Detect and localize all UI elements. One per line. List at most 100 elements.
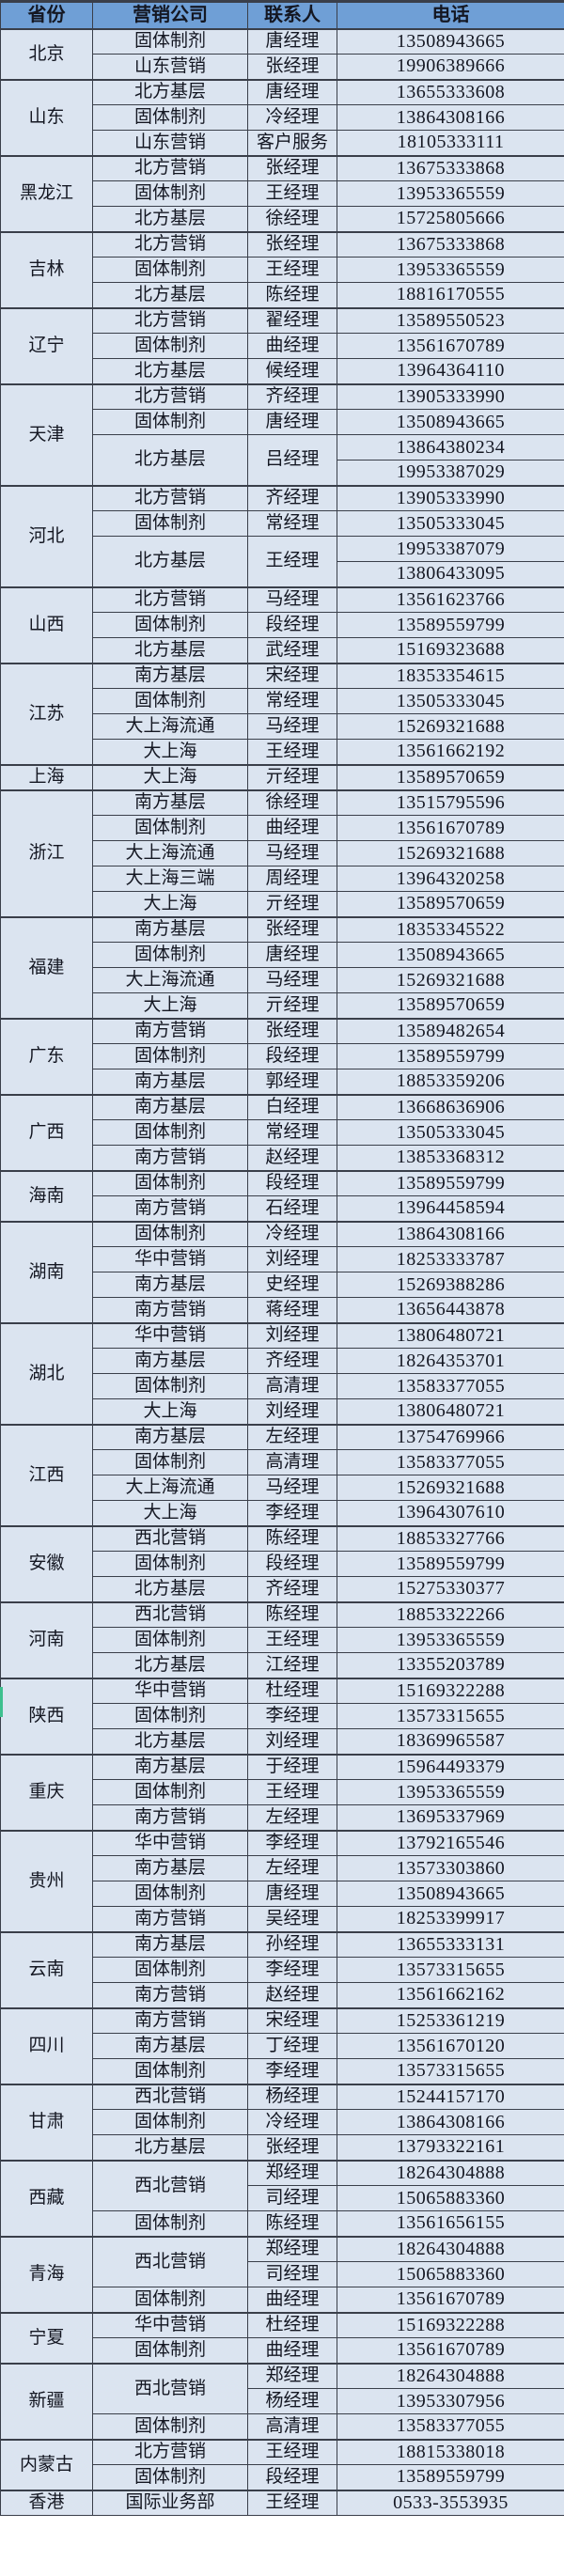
phone-cell: 18853359206 xyxy=(337,1069,564,1095)
company-cell: 大上海 xyxy=(92,739,248,765)
table-row: 江西 南方基层 左经理 13754769966 xyxy=(0,1423,564,1526)
phone-cell: 13561662162 xyxy=(337,1982,564,2008)
contact-cell: 李经理 xyxy=(247,1703,337,1729)
phone-cell: 15269321688 xyxy=(337,713,564,740)
table-row: 青海 西北营销 郑经理 18264304888 xyxy=(0,2235,564,2313)
phone-cell: 15725805666 xyxy=(337,206,564,232)
company-cell: 南方营销 xyxy=(92,1195,248,1222)
contact-cell: 丁经理 xyxy=(247,2033,337,2059)
table-row: 北京 固体制剂 唐经理 13508943665 xyxy=(0,28,564,80)
phone-cell: 13561670789 xyxy=(337,2337,564,2364)
table-row: 河南 西北营销 陈经理 18853322266 xyxy=(0,1600,564,1678)
table-row: 北方基层 徐经理 15725805666 xyxy=(1,206,564,232)
company-cell: 北方基层 xyxy=(92,1652,248,1678)
company-cell: 南方营销 xyxy=(92,1906,248,1932)
company-cell: 北方营销 xyxy=(92,154,248,181)
table-row: 杨经理 13953307956 xyxy=(1,2388,564,2414)
phone-cell: 13508943665 xyxy=(337,28,564,55)
contact-cell: 赵经理 xyxy=(247,1145,337,1171)
company-cell: 西北营销 xyxy=(92,1600,248,1628)
company-cell: 南方营销 xyxy=(92,1017,248,1044)
contact-cell: 郑经理 xyxy=(247,2159,337,2186)
table-row: 山西 北方营销 马经理 13561623766 xyxy=(0,585,564,664)
phone-cell: 13864308166 xyxy=(337,104,564,131)
province-cell: 西藏 xyxy=(0,2159,93,2237)
contact-cell: 冷经理 xyxy=(247,2109,337,2135)
phone-cell: 13589550523 xyxy=(337,306,564,334)
company-cell: 固体制剂 xyxy=(92,28,248,55)
contact-cell: 唐经理 xyxy=(247,28,337,55)
left-edge-green-artifact xyxy=(0,1687,3,1717)
company-cell: 固体制剂 xyxy=(92,1881,248,1907)
company-cell: 南方营销 xyxy=(92,1804,248,1831)
company-cell: 西北营销 xyxy=(92,2083,248,2110)
company-cell: 北方基层 xyxy=(92,358,248,384)
table-row: 固体制剂 冷经理 13864308166 xyxy=(1,104,564,131)
company-cell: 固体制剂 xyxy=(92,1220,248,1247)
phone-cell: 13655333131 xyxy=(337,1930,564,1958)
phone-cell: 13589570659 xyxy=(337,992,564,1019)
phone-cell: 18105333111 xyxy=(337,130,564,156)
contact-cell: 高清理 xyxy=(247,1449,337,1475)
phone-cell: 13953365559 xyxy=(337,180,564,207)
company-cell: 南方基层 xyxy=(92,1093,248,1120)
company-cell: 固体制剂 xyxy=(92,104,248,131)
phone-cell: 15269388286 xyxy=(337,1272,564,1298)
company-cell: 华中营销 xyxy=(92,1321,248,1349)
table-row: 重庆 南方基层 于经理 15964493379 xyxy=(0,1753,564,1831)
company-cell: 固体制剂 xyxy=(92,688,248,714)
contact-cell: 曲经理 xyxy=(247,2287,337,2313)
company-cell: 北方营销 xyxy=(92,230,248,258)
province-cell: 辽宁 xyxy=(0,306,93,384)
contact-cell: 翟经理 xyxy=(247,306,337,334)
table-row: 固体制剂 段经理 13589559799 xyxy=(1,612,564,638)
phone-cell: 13508943665 xyxy=(337,409,564,435)
table-row: 宁夏 华中营销 杜经理 15169322288 xyxy=(0,2311,564,2364)
table-row: 固体制剂 王经理 13953365559 xyxy=(1,1627,564,1653)
table-row: 北方基层 陈经理 18816170555 xyxy=(1,282,564,308)
phone-cell: 13589482654 xyxy=(337,1017,564,1044)
contact-cell: 蒋经理 xyxy=(247,1297,337,1323)
contact-cell: 王经理 xyxy=(247,536,337,587)
province-cell: 内蒙古 xyxy=(0,2438,93,2490)
company-cell: 北方基层 xyxy=(92,1576,248,1602)
company-cell: 南方基层 xyxy=(92,915,248,943)
province-cell: 陕西 xyxy=(0,1677,93,1755)
header-cell-contact: 联系人 xyxy=(247,0,337,30)
province-cell: 吉林 xyxy=(0,230,93,308)
contact-cell: 李经理 xyxy=(247,1957,337,1983)
contact-cell: 郑经理 xyxy=(247,2362,337,2389)
phone-cell: 13505333045 xyxy=(337,688,564,714)
company-cell: 固体制剂 xyxy=(92,1373,248,1399)
phone-cell: 13589559799 xyxy=(337,1043,564,1069)
header-row: 省份 营销公司 联系人 电话 xyxy=(0,0,564,30)
phone-cell: 15065883360 xyxy=(337,2261,564,2287)
contact-cell: 宋经理 xyxy=(247,2006,337,2034)
phone-cell: 13675333868 xyxy=(337,230,564,258)
contact-cell: 白经理 xyxy=(247,1093,337,1120)
province-cell: 广西 xyxy=(0,1093,93,1171)
table-row: 湖北 华中营销 刘经理 13806480721 xyxy=(0,1321,564,1425)
company-cell: 北方基层 xyxy=(92,282,248,308)
table-row: 辽宁 北方营销 翟经理 13589550523 xyxy=(0,306,564,384)
phone-cell: 13561656155 xyxy=(337,2210,564,2237)
contact-cell: 吕经理 xyxy=(247,434,337,486)
contact-cell: 段经理 xyxy=(247,1551,337,1577)
company-cell: 北方基层 xyxy=(92,78,248,105)
phone-cell: 18264304888 xyxy=(337,2159,564,2186)
phone-cell: 13589559799 xyxy=(337,2464,564,2490)
phone-cell: 15169323688 xyxy=(337,637,564,664)
table-row: 南方基层 史经理 15269388286 xyxy=(1,1272,564,1298)
province-cell: 广东 xyxy=(0,1017,93,1095)
header-cell-phone: 电话 xyxy=(337,0,564,30)
table-row: 固体制剂 高清理 13583377055 xyxy=(1,2413,564,2440)
contact-cell: 段经理 xyxy=(247,612,337,638)
contact-cell: 亓经理 xyxy=(247,891,337,917)
phone-cell: 13853368312 xyxy=(337,1145,564,1171)
company-cell: 华中营销 xyxy=(92,2311,248,2338)
table-row: 固体制剂 常经理 13505333045 xyxy=(1,688,564,714)
company-cell: 国际业务部 xyxy=(92,2489,248,2516)
table-row: 大上海 刘经理 13806480721 xyxy=(1,1398,564,1425)
phone-cell: 13655333608 xyxy=(337,78,564,105)
province-cell: 浙江 xyxy=(0,788,93,917)
